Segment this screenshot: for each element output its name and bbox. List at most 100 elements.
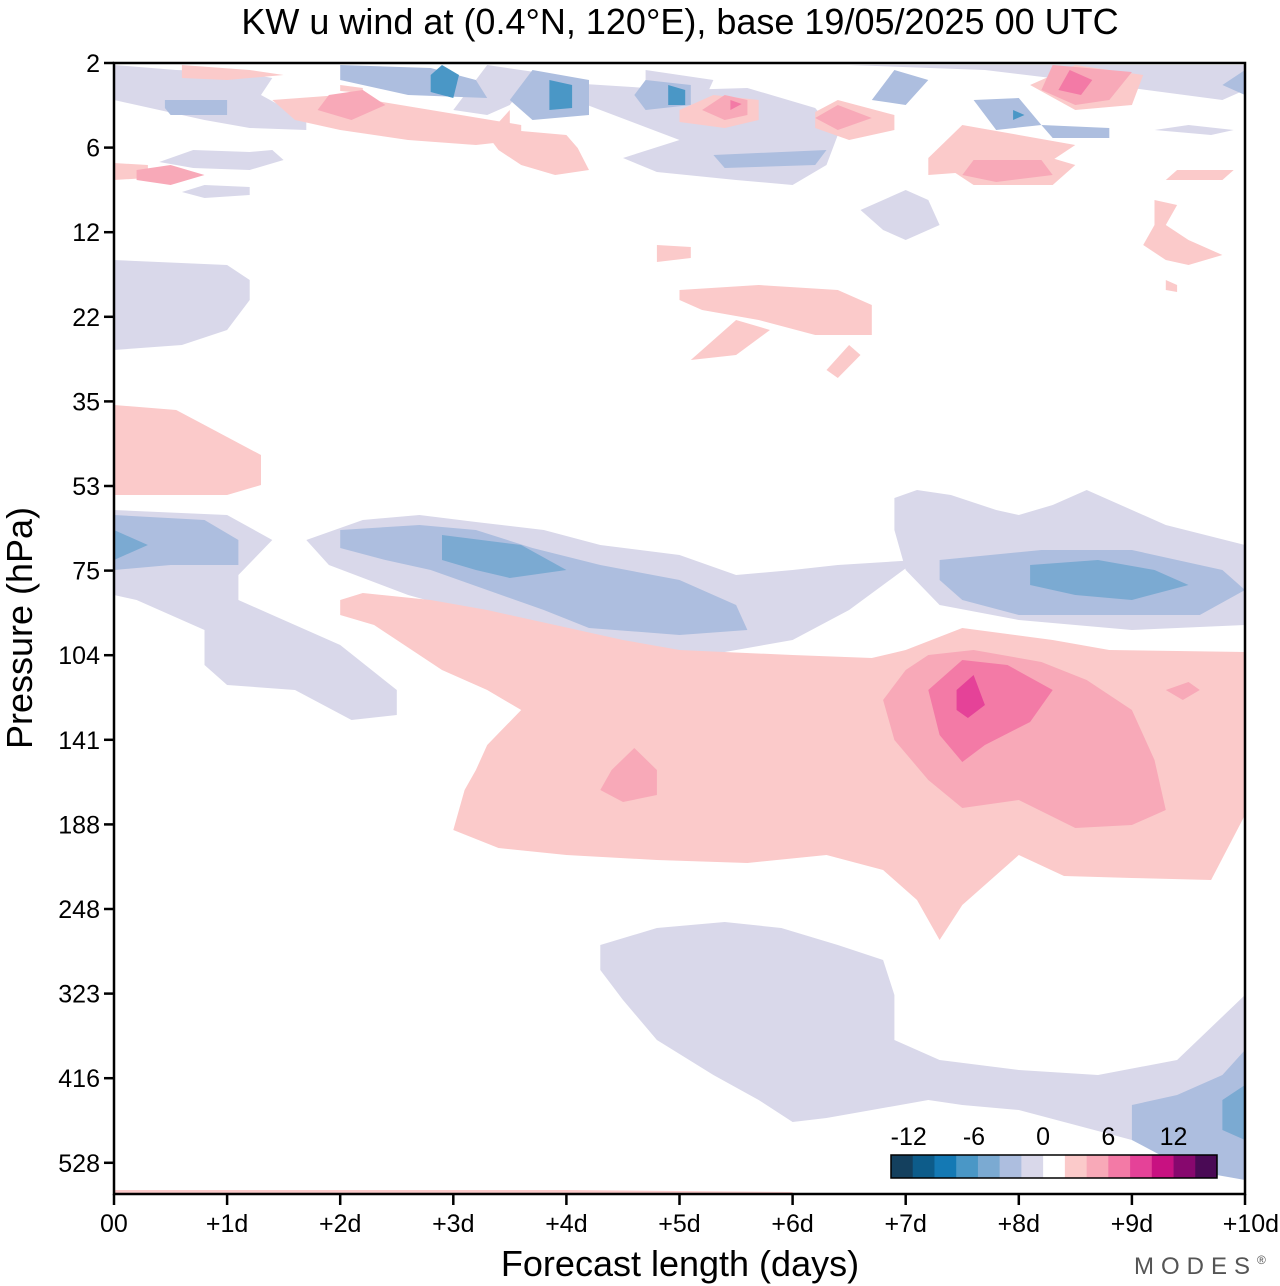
colorbar-swatch	[1064, 1155, 1087, 1178]
contour-level-neg6-5-1	[549, 80, 573, 110]
contour-level-6-3-1	[730, 100, 742, 110]
y-tick-label: 248	[58, 896, 100, 924]
contour-level-neg4-4-5	[871, 70, 929, 105]
contour-level-neg6-5-0	[430, 65, 459, 98]
contour-level-2-1-15	[826, 345, 861, 378]
x-tick-label: +9d	[1111, 1210, 1153, 1238]
contour-level-2-1-11	[1165, 280, 1178, 292]
contour-level-2-1-0	[181, 65, 284, 80]
contour-level-neg4-4-6	[973, 98, 1042, 130]
colorbar-swatch	[1173, 1155, 1196, 1178]
x-tick-label: +3d	[432, 1210, 474, 1238]
colorbar: -12 -6 0 6 12	[890, 1123, 1218, 1179]
y-tick-label: 528	[58, 1150, 100, 1178]
y-tick-label: 188	[58, 811, 100, 839]
contour-level-neg4-4-8	[1222, 70, 1245, 95]
y-tick-label: 22	[72, 304, 100, 332]
contour-level-4-2-3	[815, 105, 872, 130]
x-axis-label: Forecast length (days)	[501, 1243, 859, 1284]
contour-level-neg2-0-8	[860, 190, 940, 240]
contour-level-4-10-2	[1165, 682, 1200, 700]
colorbar-swatch	[912, 1155, 935, 1178]
contour-level-4-2-0	[136, 165, 205, 185]
y-tick-label: 141	[58, 727, 100, 755]
contour-level-2-1-2	[487, 110, 589, 175]
contour-level-neg6-8-0	[114, 530, 148, 560]
contour-level-neg2-13-0	[600, 922, 1245, 1160]
x-axis: 00 +1d +2d +3d +4d +5d +6d +7d +8d +9d +10d	[100, 1194, 1279, 1238]
colorbar-swatch	[1151, 1155, 1174, 1178]
contour-fills	[114, 65, 1245, 1194]
x-tick-label: +7d	[884, 1210, 926, 1238]
chart-title: KW u wind at (0.4°N, 120°E), base 19/05/…	[241, 1, 1118, 42]
contour-level-neg6-5-3	[1013, 110, 1025, 120]
x-tick-label: +5d	[658, 1210, 700, 1238]
y-axis: 2 6 12 22 35 53 75 104 141 188 248 323 416 528	[58, 50, 114, 1178]
brand-logo: MODES®	[1134, 1253, 1266, 1280]
contour-level-neg4-4-0	[164, 100, 228, 115]
contour-level-neg4-4-4	[713, 150, 827, 168]
contour-level-4-2-4	[962, 160, 1053, 182]
colorbar-label: 6	[1101, 1123, 1115, 1151]
colorbar-swatch	[999, 1155, 1022, 1178]
contour-level-neg2-0-1	[159, 150, 284, 170]
x-tick-label: +6d	[771, 1210, 813, 1238]
contour-level-4-10-0	[600, 748, 657, 802]
colorbar-swatch	[1130, 1155, 1153, 1178]
contour-level-neg4-4-7	[1041, 125, 1110, 138]
contour-level-2-1-10	[1143, 200, 1223, 265]
contour-level-2-1-13	[679, 285, 872, 335]
contour-level-neg6-8-2	[1030, 560, 1189, 600]
colorbar-swatch	[891, 1155, 914, 1178]
contour-level-2-1-12	[656, 245, 691, 262]
x-tick-label: +8d	[998, 1210, 1040, 1238]
colorbar-label: -12	[891, 1123, 927, 1151]
y-tick-label: 323	[58, 981, 100, 1009]
x-tick-label: +2d	[319, 1210, 361, 1238]
x-tick-label: 00	[100, 1210, 128, 1238]
colorbar-swatch	[956, 1155, 979, 1178]
colorbar-swatch	[1086, 1155, 1109, 1178]
colorbar-swatch	[1021, 1155, 1044, 1178]
colorbar-label: 12	[1160, 1123, 1188, 1151]
contour-level-neg2-0-2	[181, 185, 250, 198]
colorbar-label: 0	[1036, 1123, 1050, 1151]
contour-level-4-2-2	[702, 95, 748, 120]
contour-level-6-11-0	[928, 660, 1053, 762]
contour-level-neg2-0-0	[114, 65, 307, 130]
colorbar-swatch	[977, 1155, 1000, 1178]
x-tick-label: +1d	[206, 1210, 248, 1238]
y-tick-label: 35	[72, 388, 100, 416]
y-tick-label: 75	[72, 558, 100, 586]
y-tick-label: 416	[58, 1065, 100, 1093]
brand-name: MODES	[1134, 1253, 1257, 1280]
y-tick-label: 104	[58, 642, 100, 670]
contour-level-neg2-0-3	[114, 260, 250, 350]
y-tick-label: 12	[72, 219, 100, 247]
contour-level-2-1-14	[690, 320, 770, 360]
contour-level-neg6-15-0	[1222, 1085, 1245, 1140]
contour-level-neg4-14-0	[1131, 1050, 1245, 1180]
colorbar-swatch	[1043, 1155, 1066, 1178]
x-tick-label: +4d	[545, 1210, 587, 1238]
contour-level-6-3-0	[1058, 70, 1093, 95]
x-tick-label: +10d	[1223, 1210, 1279, 1238]
contour-level-neg6-5-2	[668, 85, 686, 105]
y-tick-label: 6	[86, 135, 100, 163]
colorbar-swatch	[1195, 1155, 1218, 1178]
y-tick-label: 53	[72, 473, 100, 501]
colorbar-label: -6	[963, 1123, 985, 1151]
colorbar-frame	[890, 1154, 1218, 1179]
brand-mark: ®	[1257, 1253, 1266, 1267]
contour-level-neg6-8-1	[442, 535, 567, 578]
contour-level-neg2-0-7	[849, 65, 1245, 100]
contour-level-neg4-7-0	[114, 515, 239, 570]
colorbar-swatch	[1108, 1155, 1131, 1178]
colorbar-swatch	[934, 1155, 957, 1178]
contour-level-2-1-9	[1165, 170, 1234, 180]
contour-level-neg2-0-9	[1154, 125, 1234, 135]
y-axis-label: Pressure (hPa)	[0, 507, 40, 749]
contour-level-4-2-1	[317, 90, 386, 120]
contour-level-2-1-17	[114, 405, 261, 495]
